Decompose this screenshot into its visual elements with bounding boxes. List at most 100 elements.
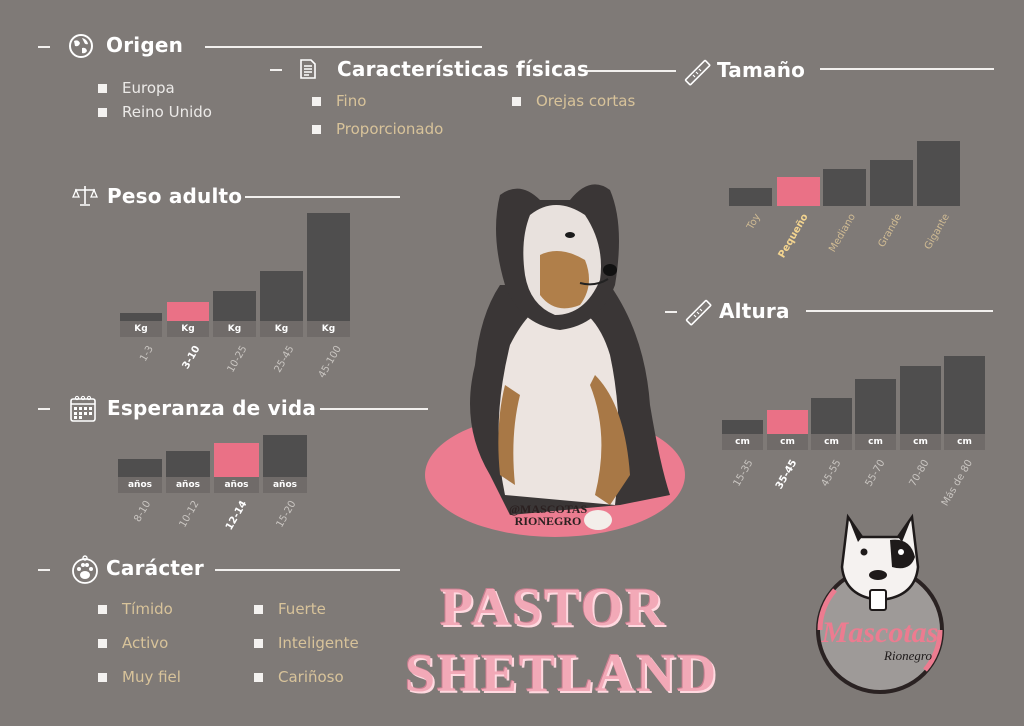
ruler-icon	[684, 59, 711, 86]
list-item: Tímido	[98, 600, 173, 618]
bar-highlight	[167, 302, 209, 321]
section-title-altura: Altura	[719, 299, 790, 323]
section-title-origen: Origen	[106, 33, 184, 57]
logo-subtitle: Rionegro	[883, 648, 932, 663]
bar-pequeno	[777, 177, 820, 206]
list-item: Europa	[98, 79, 175, 97]
section-title-peso: Peso adulto	[107, 184, 243, 208]
axis-label: 3-10	[180, 344, 203, 372]
axis-label: 1-3	[137, 344, 156, 364]
breed-title-line1: PASTOR	[440, 577, 667, 637]
unit-label: años	[214, 477, 259, 493]
axis-label: Más de 80	[940, 458, 976, 509]
watermark: RIONEGRO	[515, 514, 582, 528]
bar	[263, 435, 307, 477]
bar	[120, 313, 162, 321]
section-rule	[586, 70, 676, 72]
section-rule	[806, 310, 993, 312]
logo-name: Mascotas	[821, 616, 939, 649]
section-rule	[215, 569, 400, 571]
unit-label: cm	[811, 434, 852, 450]
scale-icon	[72, 186, 98, 206]
watermark: @MASCOTAS	[509, 502, 588, 516]
axis-label: Toy	[744, 212, 763, 232]
section-dash	[665, 311, 677, 313]
axis-label: 35-45	[774, 458, 800, 492]
axis-label: 10-25	[225, 344, 250, 375]
axis-label: 12-14	[224, 499, 250, 533]
paw-icon	[72, 555, 98, 584]
axis-label: 15-35	[731, 458, 756, 489]
axis-label: Grande	[876, 212, 905, 250]
section-title-esperanza: Esperanza de vida	[107, 396, 317, 420]
section-rule	[205, 46, 482, 48]
axis-label: 55-70	[863, 458, 888, 489]
list-item: Proporcionado	[312, 120, 443, 138]
bar	[722, 420, 763, 434]
bar	[213, 291, 256, 321]
bar-highlight	[214, 443, 259, 477]
section-rule	[245, 196, 400, 198]
axis-label: 8-10	[132, 499, 154, 525]
unit-label: cm	[944, 434, 985, 450]
list-item: Activo	[98, 634, 168, 652]
axis-label: Mediano	[826, 212, 858, 255]
list-item: Cariñoso	[254, 668, 344, 686]
section-dash	[38, 408, 50, 410]
ruler-icon	[685, 299, 712, 326]
axis-label: 15-20	[274, 499, 299, 530]
bar-gigante	[917, 141, 960, 206]
axis-label: Gigante	[922, 212, 952, 252]
unit-label: cm	[855, 434, 896, 450]
bar	[811, 398, 852, 434]
bar-mediano	[823, 169, 866, 206]
unit-label: Kg	[120, 321, 162, 337]
section-dash	[270, 69, 282, 71]
bar-highlight	[767, 410, 808, 434]
unit-label: cm	[900, 434, 941, 450]
section-rule	[820, 68, 994, 70]
bar	[260, 271, 303, 321]
bar	[166, 451, 210, 477]
unit-label: cm	[767, 434, 808, 450]
unit-label: años	[263, 477, 307, 493]
brand-logo: Mascotas Rionegro	[816, 513, 944, 694]
bar	[900, 366, 941, 434]
axis-label: 45-55	[819, 458, 844, 489]
bar	[307, 213, 350, 321]
dog-illustration: @MASCOTAS RIONEGRO	[425, 184, 685, 537]
list-item: Orejas cortas	[512, 92, 635, 110]
list-item: Muy fiel	[98, 668, 181, 686]
breed-title-line2: SHETLAND	[405, 643, 719, 703]
axis-label: 45-100	[316, 344, 344, 381]
unit-label: Kg	[260, 321, 303, 337]
unit-label: Kg	[213, 321, 256, 337]
axis-label: Pequeño	[776, 212, 811, 261]
bar-toy	[729, 188, 772, 206]
section-title-caracteristicas: Características físicas	[337, 57, 589, 81]
unit-label: Kg	[167, 321, 209, 337]
unit-label: cm	[722, 434, 763, 450]
unit-label: años	[166, 477, 210, 493]
section-dash	[38, 46, 50, 48]
axis-label: 10-12	[177, 499, 202, 530]
list-item: Fino	[312, 92, 366, 110]
bar	[944, 356, 985, 434]
section-title-caracter: Carácter	[106, 556, 204, 580]
list-item: Inteligente	[254, 634, 359, 652]
axis-label: 25-45	[272, 344, 297, 375]
unit-label: años	[118, 477, 162, 493]
section-title-tamano: Tamaño	[717, 58, 806, 82]
list-item: Reino Unido	[98, 103, 212, 121]
globe-icon	[69, 34, 93, 58]
bar	[855, 379, 896, 434]
unit-label: Kg	[307, 321, 350, 337]
bar	[118, 459, 162, 477]
list-item: Fuerte	[254, 600, 326, 618]
bar-grande	[870, 160, 913, 206]
section-dash	[38, 569, 50, 571]
calendar-icon	[70, 395, 96, 422]
document-icon	[300, 59, 316, 79]
axis-label: 70-80	[907, 458, 932, 489]
section-rule	[320, 408, 428, 410]
